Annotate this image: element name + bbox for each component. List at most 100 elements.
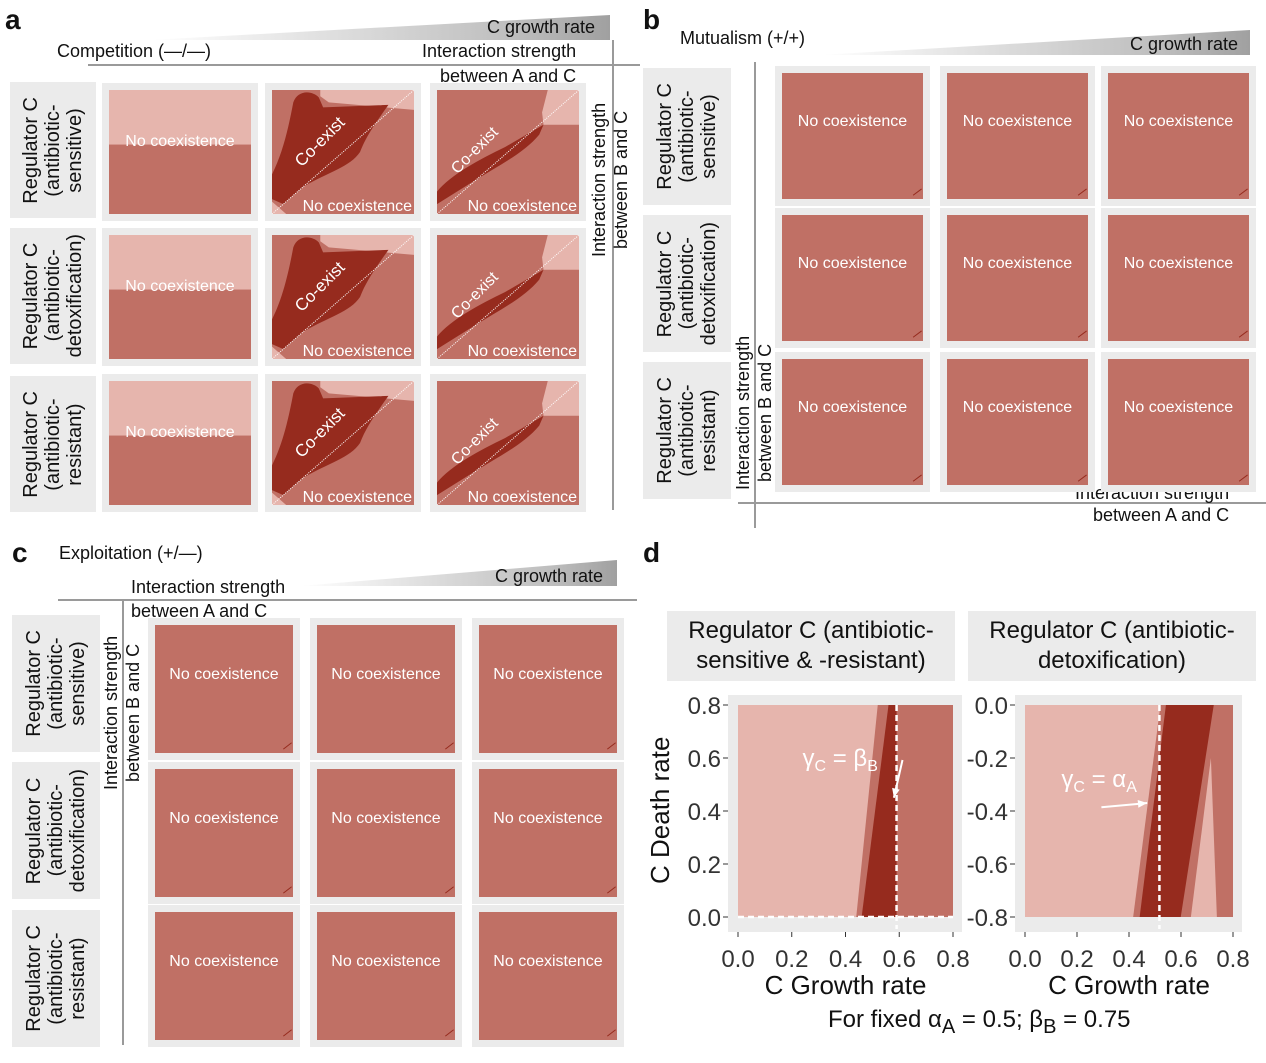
caption: For fixed αA = 0.5; βB = 0.75	[828, 1006, 1131, 1039]
tile-r1-c3: Co-exist No coexistence	[430, 83, 586, 221]
row-label-line: detoxification)	[64, 234, 86, 358]
caption-part: For fixed α	[828, 1006, 942, 1033]
tile-r2-c1: No coexistence	[775, 208, 930, 348]
row-label-1: Regulator C (antibiotic-sensitive)	[12, 615, 100, 752]
row-label-line: (antibiotic-	[676, 90, 698, 183]
row-label-line: Regulator C	[20, 390, 42, 498]
row-label-line: sensitive)	[64, 107, 86, 193]
corner-mark	[913, 331, 921, 337]
tile-plot: No coexistence	[155, 769, 293, 897]
tile-plot: No coexistence	[1108, 359, 1249, 485]
x-axis-label-2: between A and C	[131, 601, 268, 621]
corner-mark	[445, 1030, 453, 1036]
facet-title-line: sensitive & -resistant)	[696, 647, 926, 674]
chart-left-ytick-label: 0.6	[688, 746, 721, 773]
tile-plot: No coexistence	[155, 912, 293, 1040]
chart-left-region-dark	[861, 705, 897, 917]
tile-plot: Co-exist No coexistence	[437, 381, 579, 505]
tile-r3-c2: No coexistence	[940, 352, 1095, 492]
chart-left-x-axis-title: C Growth rate	[765, 970, 927, 1000]
chart-left-xtick-label: 0.0	[721, 946, 754, 973]
row-label-line: (antibiotic-	[676, 237, 698, 330]
tile-r1-c2: No coexistence	[310, 618, 462, 760]
region-light	[320, 90, 414, 110]
annotation-part: A	[1126, 779, 1137, 796]
region-label: No coexistence	[797, 255, 908, 273]
tile-plot: Co-exist No coexistence	[272, 381, 414, 505]
tile-r1-c1: No coexistence	[102, 83, 258, 221]
tile-regions	[947, 215, 1088, 341]
chart-right-annotation: γC = αA	[1061, 766, 1137, 796]
region-label: No coexistence	[962, 255, 1073, 273]
chart-right-xtick-label: 0.2	[1060, 946, 1093, 973]
chart-left-ytick-label: 0.0	[688, 905, 721, 932]
tile-plot: No coexistence	[479, 769, 617, 897]
row-label-line: (antibiotic-	[42, 103, 64, 197]
corner-mark	[913, 475, 921, 481]
row-label-line: Regulator C	[23, 630, 45, 737]
tile-regions	[782, 215, 923, 341]
region-label: No coexistence	[493, 809, 603, 827]
row-label-line: Regulator C	[654, 230, 676, 337]
row-label-line: Regulator C	[23, 777, 45, 884]
tile-r2-c3: No coexistence	[472, 762, 624, 904]
tile-regions	[272, 381, 414, 505]
facet-title-line: Regulator C (antibiotic-	[688, 617, 934, 644]
tile-r2-c3: Co-exist No coexistence	[430, 228, 586, 366]
region-light	[542, 90, 579, 125]
caption-part: = 0.75	[1056, 1006, 1131, 1033]
tile-regions	[109, 381, 251, 436]
row-label-line: (antibiotic-	[676, 384, 698, 477]
corner-mark	[1239, 475, 1247, 481]
tile-regions	[155, 912, 293, 1040]
region-label: No coexistence	[467, 489, 577, 505]
row-label-line: (antibiotic-	[45, 932, 67, 1025]
region-label: No coexistence	[302, 343, 412, 359]
chart-left-ytick-label: 0.2	[688, 852, 721, 879]
row-label-2: Regulator C (antibiotic-detoxification)	[12, 762, 100, 899]
region-label: No coexistence	[331, 809, 441, 827]
chart-left-ytick-label: 0.4	[688, 799, 721, 826]
tile-plot: No coexistence	[155, 625, 293, 753]
tile-plot: No coexistence	[947, 73, 1088, 199]
growth-label: C growth rate	[487, 17, 596, 37]
tile-plot: No coexistence	[1108, 73, 1249, 199]
panel-a-label: a	[5, 4, 21, 35]
row-label-text: Regulator C (antibiotic-resistant)	[654, 377, 720, 484]
tile-regions	[317, 625, 455, 753]
region-label: No coexistence	[797, 113, 908, 131]
corner-mark	[445, 887, 453, 893]
facet-strip-left: Regulator C (antibiotic-sensitive & -res…	[667, 611, 955, 681]
region-label: No coexistence	[1123, 399, 1234, 417]
region-label: No coexistence	[493, 665, 603, 683]
diagonal-line	[272, 381, 414, 505]
chart-right-arrow-head-icon	[1137, 800, 1148, 808]
corner-mark	[1078, 331, 1086, 337]
chart-right-x-axis-title: C Growth rate	[1048, 970, 1210, 1000]
region-coexist	[272, 383, 389, 496]
region-label: No coexistence	[467, 198, 577, 214]
region-label: No coexistence	[962, 399, 1073, 417]
panel-title: Exploitation (+/—)	[59, 543, 203, 563]
row-label-line: sensitive)	[698, 94, 720, 179]
row-label-text: Regulator C (antibiotic-sensitive)	[20, 97, 86, 204]
tile-r3-c1: No coexistence	[775, 352, 930, 492]
region-light	[109, 235, 251, 290]
annotation-part: γ	[803, 745, 815, 772]
tile-r2-c1: No coexistence	[148, 762, 300, 904]
tile-r1-c1: No coexistence	[148, 618, 300, 760]
annotation-part: B	[867, 758, 878, 775]
panel-b-label: b	[643, 4, 661, 35]
tile-regions	[155, 769, 293, 897]
growth-label: C growth rate	[495, 566, 604, 586]
chart-right-xtick-label: 0.4	[1112, 946, 1145, 973]
tile-plot: Co-exist No coexistence	[272, 235, 414, 359]
row-label-line: resistant)	[64, 402, 86, 486]
panel-title: Mutualism (+/+)	[680, 28, 806, 48]
panel-d-label: d	[643, 537, 661, 568]
tile-plot: No coexistence	[947, 215, 1088, 341]
divider	[88, 64, 640, 66]
chart-left-xtick-label: 0.2	[775, 946, 808, 973]
region-label: No coexistence	[169, 665, 279, 683]
